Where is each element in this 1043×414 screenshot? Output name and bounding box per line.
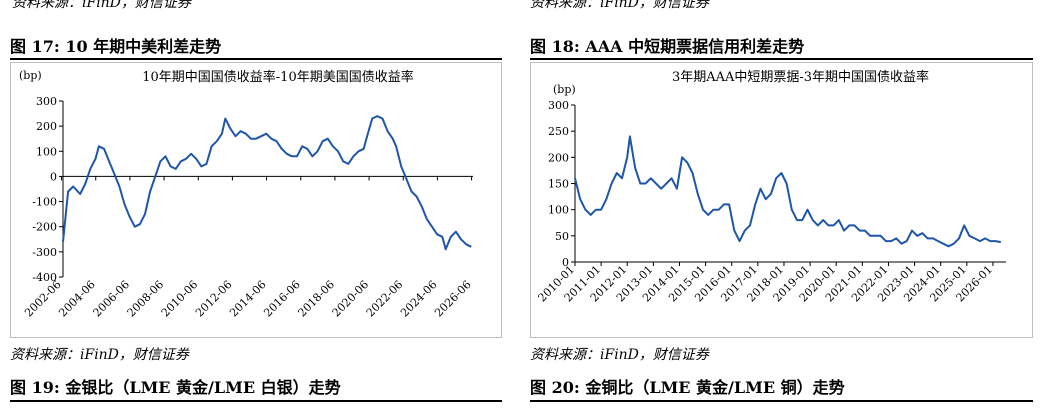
chart-17-x-tick-label: 2004-06 (56, 278, 98, 320)
chart-17-y-tick-label: -100 (32, 196, 57, 209)
chart-17-y-tick-label: 0 (50, 170, 57, 183)
source-note-bottom-left: 资料来源：iFinD，财信证券 (10, 347, 189, 363)
source-note-top-right: 资料来源：iFinD，财信证券 (530, 0, 709, 11)
chart-17-svg: 10年期中国国债收益率-10年期美国国债收益率 (bp) 300 200 100 0 -10… (19, 69, 474, 320)
chart-17-x-tick-label: 2014-06 (227, 278, 269, 320)
chart-18-series-0-line (574, 135, 1001, 248)
chart-18-y-tick-label: 300 (548, 99, 569, 112)
chart-18-y-tick-label: 0 (562, 256, 569, 269)
chart-17-unit-label: (bp) (19, 69, 42, 82)
chart-17-x-tick-label: 2016-06 (261, 278, 303, 320)
chart-18-title: 3年期AAA中短期票据-3年期中国国债收益率 (672, 69, 929, 85)
chart-17-frame: 10年期中国国债收益率-10年期美国国债收益率 (bp) 300 200 100 0 -10… (10, 62, 502, 338)
figure-17-rule (10, 58, 502, 60)
chart-17-x-tick-label: 2006-06 (91, 278, 133, 320)
figure-20-rule (530, 400, 1033, 402)
figure-19-title: 图 19: 金银比（LME 黄金/LME 白银）走势 (10, 378, 341, 397)
chart-18-svg: 3年期AAA中短期票据-3年期中国国债收益率 (bp) 300 250 200 150 10… (536, 69, 1006, 304)
chart-17-x-tick-label: 2024-06 (398, 278, 440, 320)
chart-17-y-tick-label: -400 (32, 271, 57, 284)
figure-20-title: 图 20: 金铜比（LME 黄金/LME 铜）走势 (530, 378, 845, 397)
chart-17-series-0-line (62, 115, 472, 251)
chart-17-x-tick-label: 2012-06 (193, 278, 235, 320)
chart-17-x-tick-label: 2008-06 (125, 278, 167, 320)
figure-17-title: 图 17: 10 年期中美利差走势 (10, 37, 222, 56)
chart-17-x-tick-label: 2002-06 (22, 278, 64, 320)
figure-18-title: 图 18: AAA 中短期票据信用利差走势 (530, 37, 805, 56)
chart-17-x-tick-label: 2022-06 (364, 278, 406, 320)
chart-18-y-tick-label: 250 (548, 125, 569, 138)
chart-17-y-tick-label: 300 (36, 95, 57, 108)
figure-19-rule (10, 400, 502, 402)
chart-18-unit-label: (bp) (553, 83, 576, 96)
chart-18-frame: 3年期AAA中短期票据-3年期中国国债收益率 (bp) 300 250 200 150 10… (530, 62, 1033, 338)
chart-18-y-tick-label: 100 (548, 204, 569, 217)
chart-17-title: 10年期中国国债收益率-10年期美国国债收益率 (142, 69, 413, 85)
chart-17-y-tick-label: -300 (32, 246, 57, 259)
figure-18-rule (530, 58, 1033, 60)
chart-18-y-tick-label: 150 (548, 178, 569, 191)
chart-18-y-tick-label: 200 (548, 151, 569, 164)
chart-17-y-tick-label: 200 (36, 120, 57, 133)
chart-17-x-tick-label: 2010-06 (159, 278, 201, 320)
chart-18-y-tick-label: 50 (555, 230, 569, 243)
chart-17-x-tick-label: 2026-06 (432, 278, 474, 320)
chart-17-x-tick-label: 2018-06 (296, 278, 338, 320)
chart-17-y-tick-label: -200 (32, 221, 57, 234)
chart-17-x-tick-label: 2020-06 (330, 278, 372, 320)
chart-17-y-tick-label: 100 (36, 145, 57, 158)
source-note-bottom-right: 资料来源：iFinD，财信证券 (530, 347, 709, 363)
source-note-top-left: 资料来源：iFinD，财信证券 (12, 0, 191, 11)
